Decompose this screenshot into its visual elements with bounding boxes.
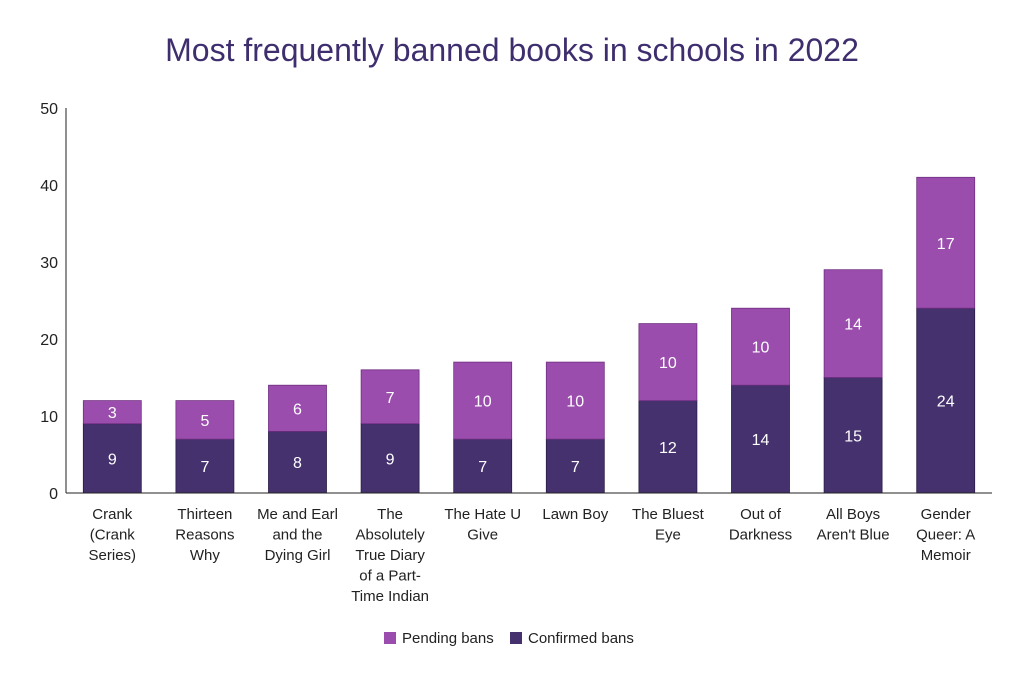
legend-label: Confirmed bans	[528, 630, 634, 647]
data-label-pending: 14	[844, 317, 862, 334]
bar-pending	[82, 400, 142, 425]
x-tick-label: The Absolutely True Diary of a Part-Time In…	[351, 506, 429, 605]
y-tick-label: 20	[40, 332, 58, 349]
data-label-confirmed: 7	[571, 459, 580, 476]
x-tick-label: All Boys Aren't Blue	[817, 506, 890, 544]
data-label-pending: 10	[566, 394, 584, 411]
data-label-confirmed: 12	[659, 440, 677, 457]
data-label-confirmed: 15	[844, 428, 862, 445]
y-tick-label: 30	[40, 255, 58, 272]
data-label-pending: 7	[386, 390, 395, 407]
data-label-confirmed: 9	[386, 451, 395, 468]
bar-pending	[268, 384, 327, 432]
bar-pending	[638, 323, 698, 402]
y-tick-label: 50	[40, 101, 58, 118]
bar-confirmed	[545, 438, 605, 494]
data-label-confirmed: 7	[478, 459, 487, 476]
bar-pending	[545, 361, 605, 440]
legend-label: Pending bans	[402, 630, 494, 647]
data-label-confirmed: 24	[937, 394, 955, 411]
bar-pending	[360, 369, 420, 425]
legend-item-confirmed: Confirmed bans	[510, 630, 634, 647]
data-label-confirmed: 14	[752, 432, 770, 449]
data-label-confirmed: 8	[293, 455, 302, 472]
data-label-pending: 6	[293, 401, 302, 418]
data-label-pending: 3	[108, 405, 117, 422]
data-label-pending: 10	[659, 355, 677, 372]
data-label-pending: 17	[937, 236, 955, 253]
bar-pending	[823, 269, 883, 378]
y-tick-label: 0	[49, 486, 58, 503]
x-tick-label: Gender Queer: A Memoir	[916, 506, 975, 564]
data-label-confirmed: 9	[108, 451, 117, 468]
bar-confirmed	[453, 438, 513, 494]
x-tick-label: Thirteen Reasons Why	[175, 506, 234, 564]
y-tick-label: 40	[40, 178, 58, 195]
chart-title: Most frequently banned books in schools …	[165, 32, 859, 68]
y-tick-label: 10	[40, 409, 58, 426]
data-label-pending: 10	[752, 340, 770, 357]
bar-confirmed	[638, 400, 698, 494]
bar-confirmed	[268, 430, 327, 494]
x-tick-label: The Bluest Eye	[632, 506, 705, 544]
x-tick-label: Lawn Boy	[542, 506, 608, 523]
legend-swatch	[384, 632, 396, 644]
bar-confirmed	[823, 377, 883, 494]
bar-pending	[731, 307, 790, 386]
x-tick-label: Me and Earl and the Dying Girl	[257, 506, 338, 564]
bar-pending	[453, 361, 513, 440]
bar-confirmed	[82, 423, 142, 494]
bar-confirmed	[360, 423, 420, 494]
data-label-confirmed: 7	[200, 459, 209, 476]
bar-pending	[175, 400, 235, 440]
data-label-pending: 5	[200, 413, 209, 430]
legend-item-pending: Pending bans	[384, 630, 494, 647]
legend-swatch	[510, 632, 522, 644]
data-label-pending: 10	[474, 394, 492, 411]
bar-pending	[916, 176, 976, 309]
x-tick-label: Out of Darkness	[729, 506, 792, 544]
x-tick-label: Crank (Crank Series)	[89, 506, 137, 564]
x-tick-label: The Hate U Give	[444, 506, 521, 544]
bar-confirmed	[175, 438, 235, 494]
bar-confirmed	[916, 307, 976, 494]
bar-confirmed	[731, 384, 790, 494]
